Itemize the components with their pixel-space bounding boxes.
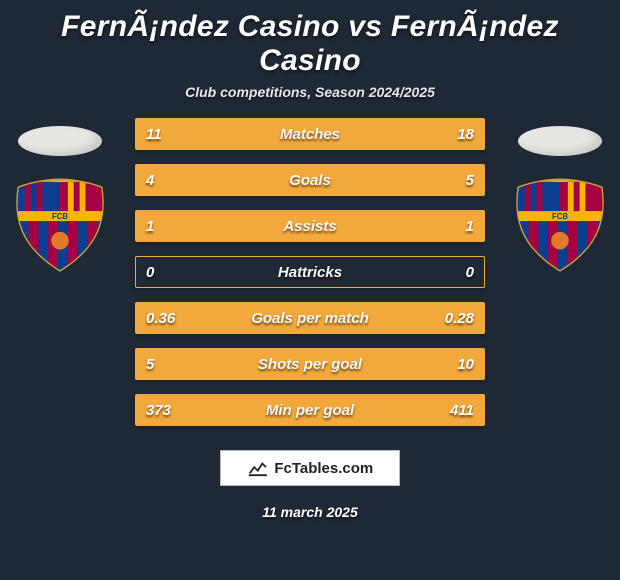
stat-row: 4Goals5	[135, 164, 485, 196]
club-crest-right: FCB	[511, 176, 609, 274]
stat-value-left: 1	[136, 218, 184, 235]
stat-row: 373Min per goal411	[135, 394, 485, 426]
stat-value-right: 5	[436, 172, 484, 189]
stat-value-left: 11	[136, 126, 184, 143]
stat-value-left: 5	[136, 356, 184, 373]
source-label: FcTables.com	[274, 460, 373, 477]
stat-value-left: 4	[136, 172, 184, 189]
player-left-column: FCB	[0, 118, 120, 274]
stat-value-left: 0	[136, 264, 184, 281]
subtitle: Club competitions, Season 2024/2025	[0, 84, 620, 118]
stat-value-right: 10	[436, 356, 484, 373]
stat-value-left: 373	[136, 402, 184, 419]
comparison-content: FCB	[0, 118, 620, 426]
stat-value-right: 0	[436, 264, 484, 281]
stat-value-right: 411	[436, 402, 484, 419]
stat-value-right: 0.28	[435, 310, 484, 327]
stat-row: 11Matches18	[135, 118, 485, 150]
source-badge[interactable]: FcTables.com	[220, 450, 400, 486]
date-label: 11 march 2025	[0, 504, 620, 520]
stat-value-left: 0.36	[136, 310, 185, 327]
club-crest-left: FCB	[11, 176, 109, 274]
chart-icon	[247, 459, 269, 477]
stat-value-right: 18	[436, 126, 484, 143]
svg-text:FCB: FCB	[52, 212, 68, 221]
player-right-column: FCB	[500, 118, 620, 274]
stats-table: 11Matches18 4Goals5 1Assists1 0Hattricks0 0.…	[135, 118, 485, 426]
player-right-silhouette	[518, 126, 602, 156]
stat-label: Hattricks	[136, 264, 484, 281]
stat-value-right: 1	[436, 218, 484, 235]
page-title: FernÃ¡ndez Casino vs FernÃ¡ndez Casino	[0, 0, 620, 84]
stat-row: 5Shots per goal10	[135, 348, 485, 380]
player-left-silhouette	[18, 126, 102, 156]
stat-row: 1Assists1	[135, 210, 485, 242]
stat-row: 0.36Goals per match0.28	[135, 302, 485, 334]
svg-text:FCB: FCB	[552, 212, 568, 221]
stat-row: 0Hattricks0	[135, 256, 485, 288]
